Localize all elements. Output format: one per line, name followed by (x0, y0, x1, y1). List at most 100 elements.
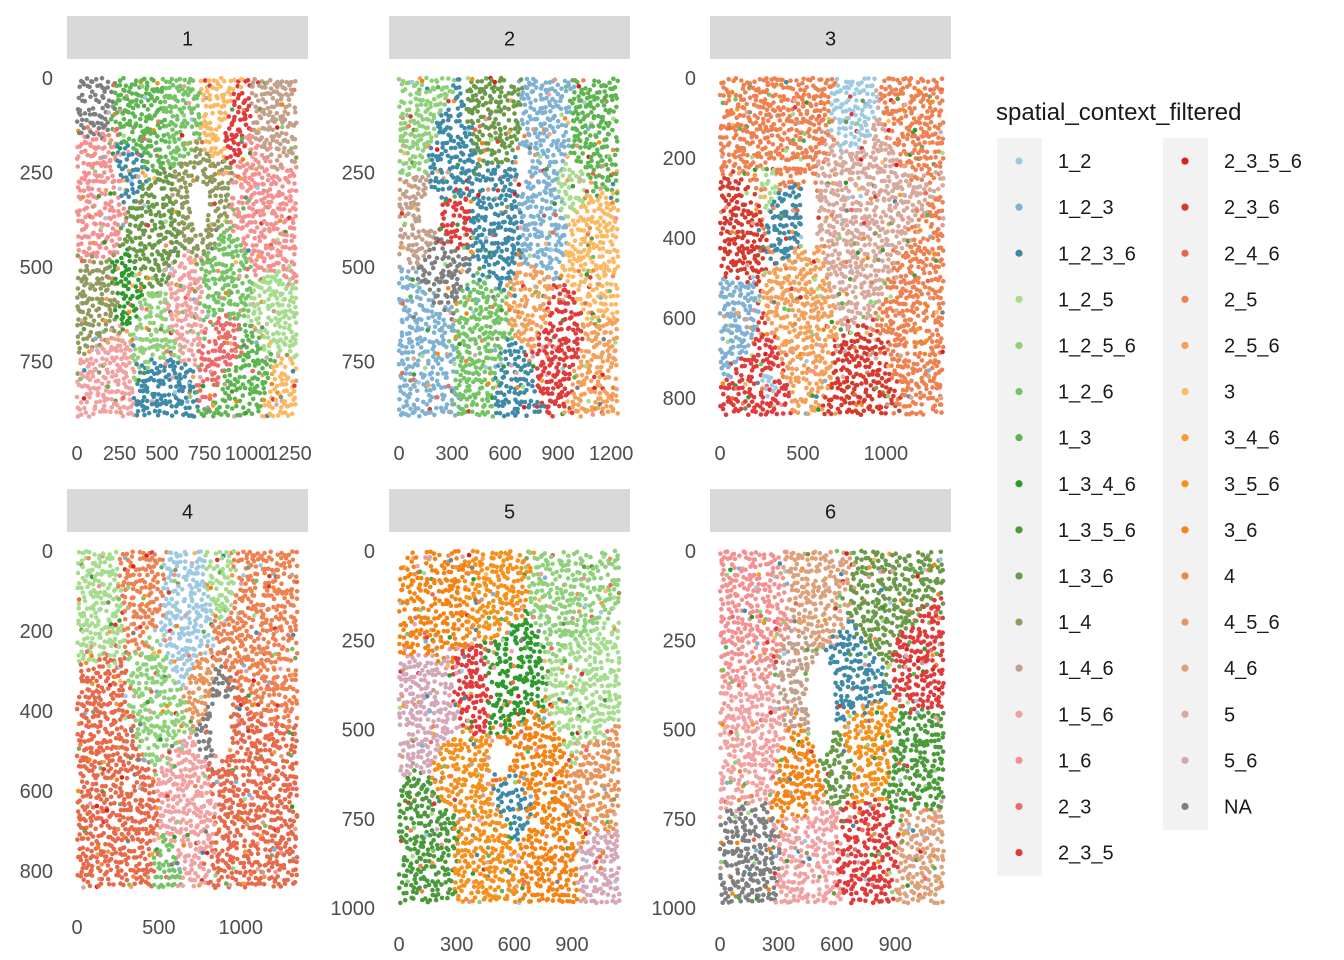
data-point (477, 89, 483, 95)
data-point (221, 99, 227, 104)
data-point (103, 192, 108, 197)
data-point (570, 274, 576, 280)
data-point (176, 288, 181, 293)
data-point (504, 150, 510, 156)
data-point (461, 102, 467, 108)
data-point (160, 76, 166, 82)
data-point (515, 309, 521, 315)
data-point (139, 292, 145, 298)
data-point (174, 375, 179, 381)
data-point (574, 258, 580, 264)
data-point (562, 283, 567, 288)
data-point (200, 379, 206, 384)
data-point (540, 263, 546, 269)
data-point (79, 321, 84, 327)
data-point (203, 103, 209, 109)
data-point (397, 104, 402, 109)
data-point (227, 316, 233, 321)
data-point (230, 195, 236, 201)
data-point (76, 212, 81, 217)
data-point (466, 192, 472, 198)
data-point (477, 317, 482, 322)
data-point (87, 246, 92, 251)
data-point (221, 103, 227, 109)
data-point (583, 130, 588, 135)
data-point (82, 98, 88, 104)
data-point (175, 302, 180, 308)
data-point (518, 102, 523, 107)
data-point (155, 81, 160, 86)
data-point (215, 218, 221, 224)
data-point (105, 234, 111, 240)
data-point (112, 191, 117, 196)
data-point (235, 289, 240, 295)
data-point (258, 404, 263, 409)
data-point (517, 315, 522, 320)
data-point (75, 295, 80, 300)
data-point (497, 94, 503, 99)
data-point (598, 215, 603, 221)
data-point (495, 139, 501, 144)
data-point (559, 112, 564, 117)
data-point (284, 202, 289, 207)
data-point (290, 220, 296, 226)
data-point (104, 259, 109, 264)
data-point (261, 182, 266, 187)
data-point (581, 267, 587, 273)
data-point (252, 236, 257, 241)
data-point (88, 390, 93, 396)
data-point (500, 211, 506, 217)
data-point (169, 211, 174, 216)
data-point (458, 157, 463, 163)
data-point (572, 300, 577, 305)
data-point (454, 308, 460, 313)
data-point (126, 194, 132, 199)
data-point (539, 83, 545, 88)
data-point (587, 246, 592, 251)
data-point (261, 334, 267, 340)
data-point (272, 376, 278, 382)
data-point (600, 117, 605, 123)
data-point (102, 89, 107, 95)
data-point (598, 186, 603, 191)
data-point (477, 266, 482, 271)
data-point (592, 78, 597, 84)
data-point (544, 95, 549, 101)
data-point (293, 201, 298, 206)
data-point (411, 163, 417, 169)
data-point (563, 123, 569, 128)
data-point (108, 168, 114, 174)
data-point (169, 105, 175, 110)
data-point (410, 284, 416, 289)
data-point (275, 226, 280, 232)
data-point (550, 324, 556, 329)
data-point (256, 315, 261, 321)
data-point (205, 313, 211, 318)
data-point (441, 241, 447, 246)
data-point (127, 253, 132, 259)
data-point (504, 247, 510, 253)
data-point (565, 214, 571, 219)
data-point (146, 327, 152, 333)
data-point (75, 322, 80, 328)
data-point (189, 124, 195, 129)
data-point (550, 286, 555, 292)
data-point (246, 213, 251, 219)
data-point (205, 376, 210, 382)
data-point (150, 163, 155, 169)
data-point (81, 160, 86, 166)
data-point (234, 249, 239, 254)
data-point (570, 232, 575, 237)
data-point (242, 98, 248, 103)
data-point (511, 229, 517, 234)
data-point (431, 126, 437, 132)
data-point (431, 282, 437, 287)
data-point (445, 286, 451, 291)
data-point (84, 224, 89, 230)
data-point (460, 152, 466, 157)
data-point (607, 157, 613, 162)
data-point (477, 178, 483, 183)
data-point (158, 300, 163, 305)
data-point (484, 324, 489, 329)
data-point (99, 114, 105, 120)
